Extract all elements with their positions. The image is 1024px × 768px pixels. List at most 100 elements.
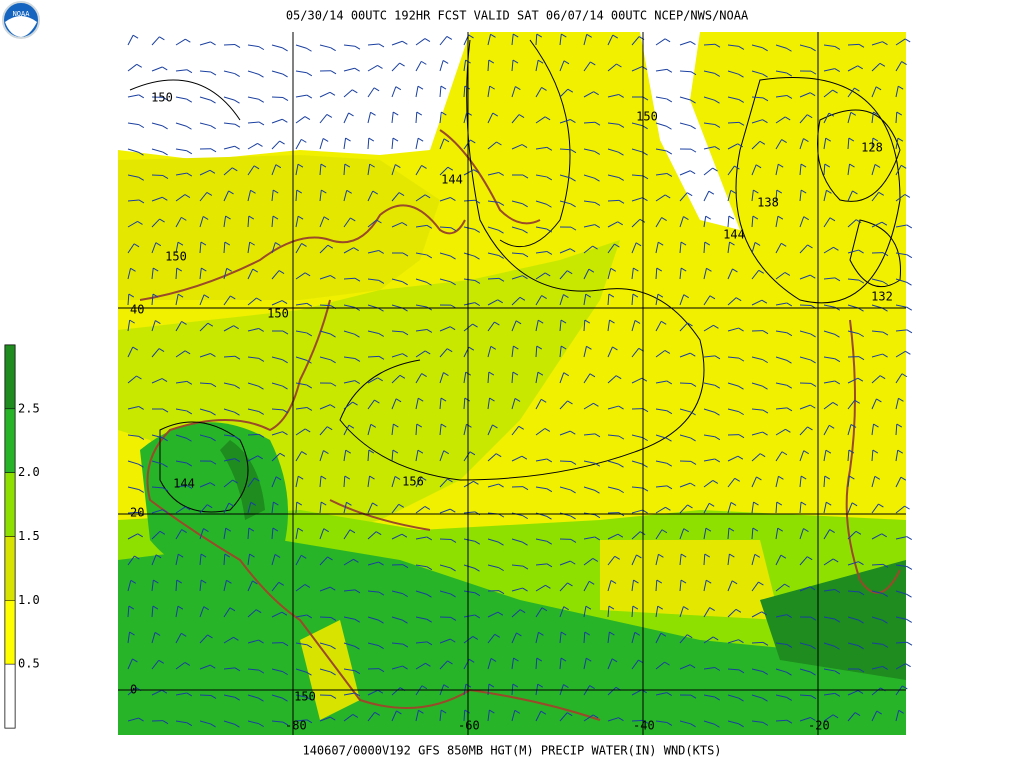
wind-barb (607, 268, 612, 280)
wind-barb (511, 144, 523, 150)
wind-barb-flag (900, 164, 907, 169)
wind-barb (895, 38, 906, 46)
wind-barb-flag (874, 164, 881, 168)
wind-barb (367, 561, 379, 566)
wind-barb (223, 216, 227, 228)
wind-barb-flag (714, 124, 721, 128)
wind-barb (223, 502, 230, 514)
wind-barb-flag (777, 527, 784, 532)
wind-barb (727, 356, 739, 359)
wind-barb-flag (731, 580, 738, 585)
wind-barb (175, 350, 186, 358)
wind-barb (775, 94, 787, 98)
wind-barb-flag (306, 644, 313, 649)
wind-barb (847, 377, 859, 384)
wind-barb (223, 70, 235, 75)
wind-barb (127, 35, 134, 46)
wind-barb (367, 137, 370, 150)
wind-barb (751, 453, 761, 462)
wind-barb-flag (848, 137, 855, 142)
wind-barb (703, 268, 707, 280)
wind-barb (895, 278, 907, 283)
wind-barb (415, 423, 418, 436)
wind-barb-flag (281, 300, 288, 305)
wind-barb-flag (464, 85, 471, 90)
wind-barb-flag (152, 267, 159, 272)
wind-barb (583, 121, 596, 124)
wind-barb (415, 373, 423, 384)
wind-barb (559, 712, 568, 722)
wind-barb-flag (829, 217, 836, 222)
wind-barb (799, 138, 804, 150)
wind-barb-flag (594, 150, 600, 155)
wind-barb-flag (184, 350, 191, 355)
wind-barb-flag (858, 668, 865, 673)
wind-barb (151, 218, 160, 228)
wind-barb-flag (594, 489, 600, 494)
wind-barb-flag (203, 528, 209, 532)
wind-barb-flag (138, 489, 144, 493)
wind-barb-flag (330, 586, 336, 591)
wind-barb-flag (234, 99, 240, 104)
wind-barb-flag (803, 528, 809, 532)
wind-barb (535, 607, 543, 618)
wind-barb (607, 460, 619, 465)
wind-barb-flag (327, 244, 334, 249)
wind-barb (295, 189, 298, 202)
wind-barb-flag (258, 357, 265, 362)
wind-barb-flag (878, 503, 884, 508)
wind-barb-flag (690, 125, 696, 130)
wind-barb (847, 137, 850, 150)
wind-barb-flag (401, 222, 408, 227)
wind-barb (511, 609, 521, 618)
wind-barb-flag (585, 293, 591, 298)
wind-barb (127, 148, 139, 153)
wind-barb-flag (756, 476, 762, 481)
wind-barb-flag (492, 424, 498, 429)
wind-barb (727, 70, 739, 75)
wind-barb-flag (803, 138, 809, 142)
wind-barb (583, 34, 588, 46)
wind-barb-flag (206, 504, 213, 509)
wind-barb-flag (522, 565, 529, 570)
wind-barb-flag (642, 719, 649, 724)
wind-barb-flag (162, 151, 168, 156)
wind-barb (847, 590, 860, 593)
wind-barb-flag (258, 328, 264, 332)
wind-barb-flag (666, 150, 673, 155)
wind-barb (391, 278, 403, 283)
wind-barb (751, 502, 754, 514)
wind-barb-flag (154, 632, 161, 636)
lon-label: -40 (633, 719, 655, 733)
wind-barb (895, 423, 898, 436)
wind-barb-flag (906, 329, 913, 334)
wind-barb (679, 554, 682, 566)
wind-barb-flag (570, 489, 576, 494)
wind-barb (847, 690, 859, 696)
wind-barb (823, 714, 834, 722)
wind-barb-flag (181, 529, 187, 533)
wind-barb-flag (857, 690, 864, 695)
wind-barb-flag (468, 346, 475, 351)
wind-barb (535, 295, 543, 306)
wind-barb-flag (320, 475, 327, 480)
wind-barb-flag (399, 62, 405, 67)
wind-barb (295, 451, 303, 462)
wind-barb (871, 563, 884, 566)
wind-barb (247, 580, 253, 592)
wind-barb (367, 355, 380, 358)
wind-barb-flag (546, 176, 553, 181)
wind-barb (463, 252, 475, 257)
wind-barb (535, 33, 538, 46)
wind-barb (535, 584, 546, 592)
legend-swatch (4, 536, 16, 601)
wind-barb-flag (609, 631, 615, 636)
wind-barb (367, 278, 379, 281)
wind-barb-flag (666, 380, 673, 385)
wind-barb-flag (901, 61, 907, 65)
contour-label: 144 (723, 228, 745, 242)
wind-barb-flag (738, 669, 745, 674)
wind-barb (751, 270, 760, 280)
wind-barb (583, 373, 591, 384)
wind-barb-flag (297, 163, 304, 168)
